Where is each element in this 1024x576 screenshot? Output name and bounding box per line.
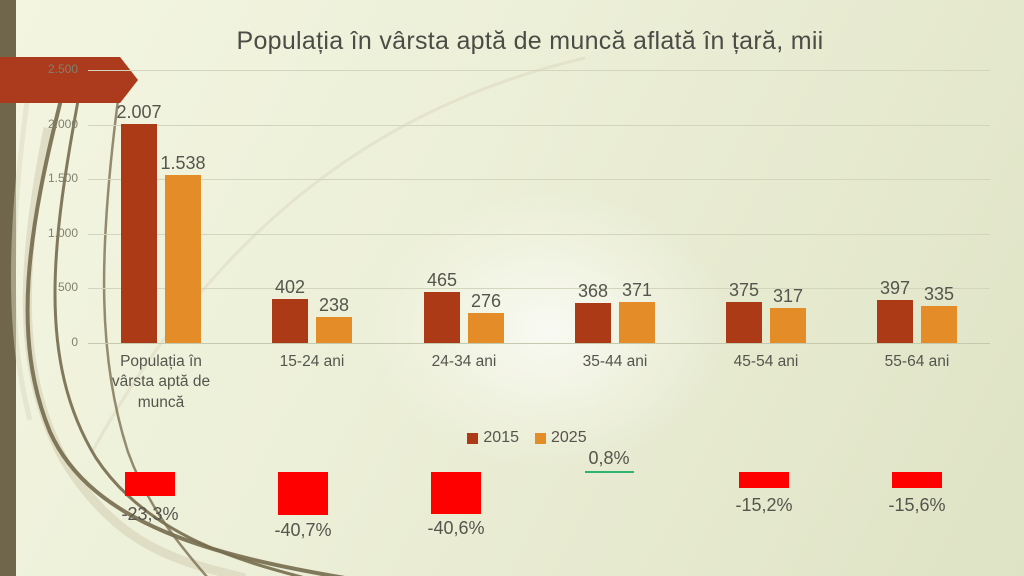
legend-item-2025: 2025: [535, 429, 587, 447]
change-box: [892, 472, 942, 488]
change-label: -15,2%: [735, 495, 793, 515]
bar-2025: [165, 175, 201, 343]
y-tick-label: 2.000: [47, 116, 78, 131]
y-tick-label: 1.500: [47, 171, 78, 186]
bar-2025: [468, 312, 504, 343]
change-label: -40,6%: [427, 518, 485, 538]
bar-2025: [619, 302, 655, 343]
grid-line: [88, 179, 990, 181]
y-tick-label: 500: [57, 280, 78, 295]
value-label: 397: [879, 277, 911, 298]
change-box: [431, 472, 481, 514]
value-label: 317: [772, 286, 804, 307]
grid-line: [88, 70, 990, 71]
grid-line: [88, 233, 990, 235]
category-label: 55-64 ani: [884, 353, 950, 370]
change-label: -40,7%: [274, 520, 332, 540]
bar-2025: [770, 308, 806, 343]
category-label: 15-24 ani: [279, 353, 345, 370]
chart-legend: 2015 2025: [377, 429, 677, 447]
change-label: -23,3%: [121, 504, 179, 524]
value-label: 1.538: [160, 153, 206, 174]
change-label: 0,8%: [588, 448, 630, 468]
value-label: 368: [577, 280, 609, 301]
change-box: [125, 472, 175, 496]
value-label: 2.007: [116, 101, 162, 122]
grid-line: [88, 124, 990, 126]
legend-item-2015: 2015: [467, 429, 519, 447]
change-box: [739, 472, 789, 488]
bar-2015: [726, 302, 762, 343]
bar-2015: [575, 302, 611, 343]
change-label: -15,6%: [888, 495, 946, 515]
legend-label-2025: 2025: [551, 429, 587, 446]
value-label: 371: [621, 280, 653, 301]
value-label: 375: [728, 280, 760, 301]
legend-swatch-2015-icon: [467, 432, 479, 444]
value-label: 276: [470, 290, 502, 311]
category-label: 24-34 ani: [431, 353, 497, 370]
y-tick-label: 2.500: [47, 62, 78, 76]
chart-title: Populația în vârsta aptă de muncă aflată…: [236, 27, 824, 55]
legend-swatch-2025-icon: [535, 432, 546, 444]
y-tick-label: 1.000: [47, 225, 78, 240]
change-box: [278, 472, 328, 515]
change-underline: [585, 471, 634, 473]
bar-2025: [921, 306, 957, 343]
category-label: 45-54 ani: [733, 353, 799, 370]
category-label: 35-44 ani: [582, 353, 648, 370]
legend-label-2015: 2015: [483, 429, 519, 446]
value-label: 465: [426, 270, 458, 291]
category-label: Populația în vârsta aptă de muncă: [111, 353, 211, 411]
y-tick-label: 0: [71, 335, 78, 349]
bar-2015: [877, 299, 913, 343]
value-label: 238: [318, 295, 350, 315]
bar-2025: [316, 317, 352, 343]
grid-line: [88, 343, 990, 344]
value-label: 335: [923, 284, 955, 305]
